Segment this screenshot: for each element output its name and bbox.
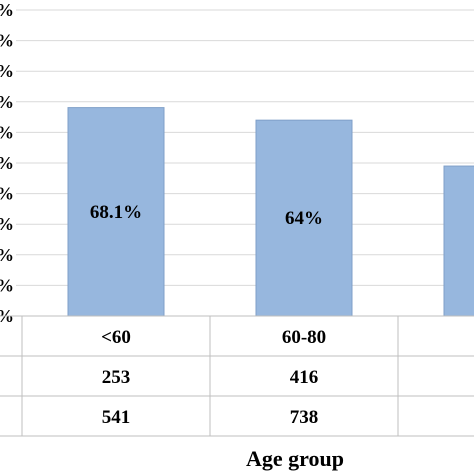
- table-cell: 541: [102, 407, 131, 428]
- y-tick-label: %: [0, 92, 14, 112]
- y-axis-ticks: %%%%%%%%%%%: [0, 0, 14, 326]
- bar-1: [67, 107, 165, 317]
- bar-data-label: 68.1%: [90, 202, 142, 223]
- table-cell: 416: [290, 367, 319, 388]
- x-axis-label: Age group: [246, 446, 344, 471]
- category-label: <60: [101, 327, 131, 348]
- y-tick-label: %: [0, 184, 14, 204]
- bar-3: [443, 165, 474, 317]
- y-tick-label: %: [0, 245, 14, 265]
- bar-data-label: 64%: [285, 208, 323, 229]
- y-tick-label: %: [0, 153, 14, 173]
- y-tick-label: %: [0, 0, 14, 20]
- bar-data-labels: 68.1%64%49: [90, 202, 323, 229]
- y-tick-label: %: [0, 61, 14, 81]
- y-tick-label: %: [0, 122, 14, 142]
- y-tick-label: %: [0, 31, 14, 51]
- category-label: 60-80: [282, 327, 326, 348]
- bars: [67, 107, 474, 317]
- table-cell: 253: [102, 367, 131, 388]
- y-tick-label: %: [0, 275, 14, 295]
- y-tick-label: %: [0, 214, 14, 234]
- bar-2: [255, 119, 353, 317]
- table-cell: 738: [290, 407, 319, 428]
